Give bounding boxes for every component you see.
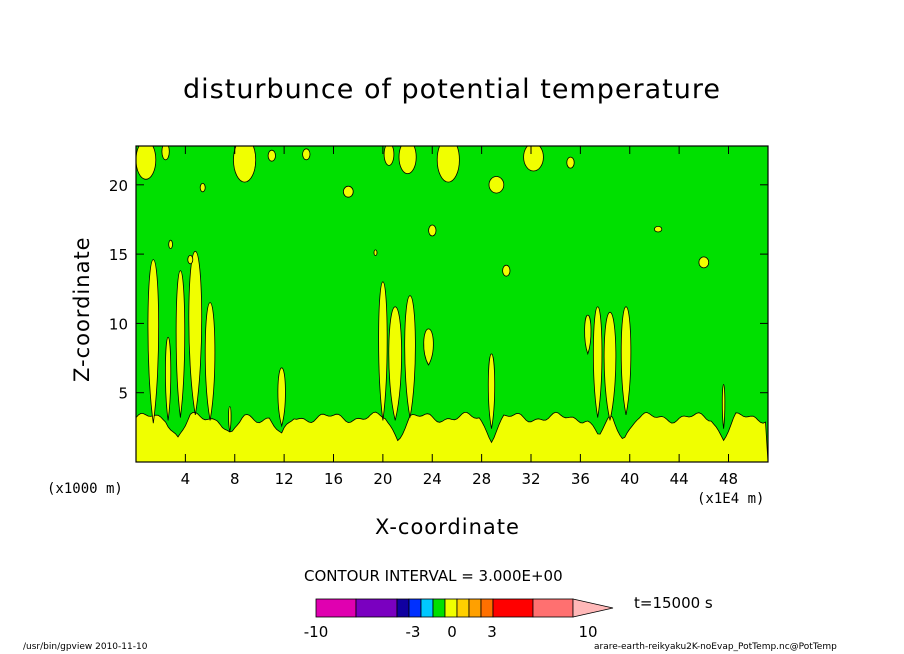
- positive-plume: [721, 383, 726, 429]
- positive-plume: [592, 306, 603, 418]
- time-label: t=15000 s: [634, 594, 713, 612]
- positive-plume: [204, 302, 216, 421]
- x-tick-label: 44: [670, 470, 689, 488]
- colorbar-swatch: [355, 598, 398, 618]
- positive-plume: [378, 281, 388, 421]
- positive-blob: [373, 249, 378, 256]
- x-unit-label-left: (x1000 m): [47, 481, 123, 497]
- x-tick-label: 20: [373, 470, 392, 488]
- positive-plume: [277, 367, 286, 428]
- contour-interval-label: CONTOUR INTERVAL = 3.000E+00: [304, 567, 563, 585]
- colorbar: -10 -3 0 3 10: [304, 598, 614, 641]
- positive-blob: [267, 149, 276, 162]
- positive-blob: [436, 146, 460, 183]
- x-unit-label-right: (x1E4 m): [697, 491, 765, 507]
- colorbar-swatch: [396, 598, 410, 618]
- positive-plume: [584, 314, 592, 356]
- colorbar-swatch: [444, 598, 458, 618]
- positive-plume: [228, 406, 232, 432]
- x-tick-label: 8: [230, 470, 240, 488]
- positive-blob: [398, 146, 417, 175]
- positive-plume: [603, 311, 617, 421]
- positive-plume: [147, 259, 160, 424]
- positive-blob: [488, 176, 505, 194]
- x-tick-label: 12: [275, 470, 294, 488]
- x-tick-label: 40: [620, 470, 639, 488]
- positive-blob: [136, 146, 157, 180]
- positive-plume: [487, 353, 496, 429]
- y-tick-label: 5: [118, 385, 128, 403]
- positive-blob: [653, 225, 663, 233]
- colorbar-swatch: [532, 598, 574, 618]
- x-tick-label: 32: [521, 470, 540, 488]
- x-tick-label: 16: [324, 470, 343, 488]
- colorbar-swatch: [456, 598, 470, 618]
- x-tick-label: 48: [719, 470, 738, 488]
- x-tick-label: 4: [181, 470, 191, 488]
- positive-blob: [199, 183, 206, 193]
- x-tick-label: 24: [423, 470, 442, 488]
- colorbar-label: 0: [447, 623, 457, 641]
- y-tick-label: 10: [109, 315, 128, 333]
- colorbar-swatch: [420, 598, 434, 618]
- field: [136, 146, 768, 462]
- x-axis-label: X-coordinate: [375, 515, 520, 539]
- chart-title: disturbunce of potential temperature: [183, 74, 721, 105]
- positive-plume: [188, 250, 203, 415]
- positive-blob: [698, 256, 710, 269]
- y-tick-label: 20: [109, 177, 128, 195]
- positive-blob: [428, 224, 437, 237]
- positive-blob: [523, 146, 544, 172]
- footer-filename: arare-earth-reikyaku2K-noEvap_PotTemp.nc…: [594, 642, 837, 652]
- colorbar-label: -10: [304, 623, 329, 641]
- positive-plume: [620, 306, 632, 415]
- footer-program-date: /usr/bin/gpview 2010-11-10: [23, 642, 148, 652]
- x-tick-label: 28: [472, 470, 491, 488]
- y-tick-label: 15: [109, 246, 128, 264]
- positive-blob: [161, 146, 170, 161]
- colorbar-swatch: [315, 598, 357, 618]
- positive-blob: [233, 146, 257, 183]
- field-background: [136, 146, 768, 462]
- colorbar-swatch: [432, 598, 446, 618]
- positive-plume: [388, 306, 402, 421]
- colorbar-swatch: [468, 598, 482, 618]
- colorbar-swatch: [408, 598, 422, 618]
- lower-positive-layer: [136, 411, 768, 462]
- positive-blob: [383, 146, 395, 166]
- plot-area: [136, 146, 768, 462]
- positive-blob: [502, 264, 511, 277]
- colorbar-arrow: [572, 598, 614, 618]
- positive-blob: [187, 255, 194, 265]
- colorbar-swatch: [492, 598, 534, 618]
- colorbar-label: 10: [578, 623, 597, 641]
- colorbar-label: -3: [406, 623, 421, 641]
- positive-plume: [404, 295, 416, 418]
- positive-blob: [302, 148, 311, 161]
- colorbar-swatch: [480, 598, 494, 618]
- x-tick-label: 36: [571, 470, 590, 488]
- colorbar-label: 3: [487, 623, 497, 641]
- positive-plume: [423, 328, 434, 366]
- positive-plume: [175, 270, 186, 418]
- plot-frame: [135, 145, 769, 463]
- positive-plume: [165, 336, 172, 421]
- positive-blob: [342, 185, 354, 198]
- positive-blob: [566, 156, 575, 169]
- positive-blob: [168, 239, 173, 249]
